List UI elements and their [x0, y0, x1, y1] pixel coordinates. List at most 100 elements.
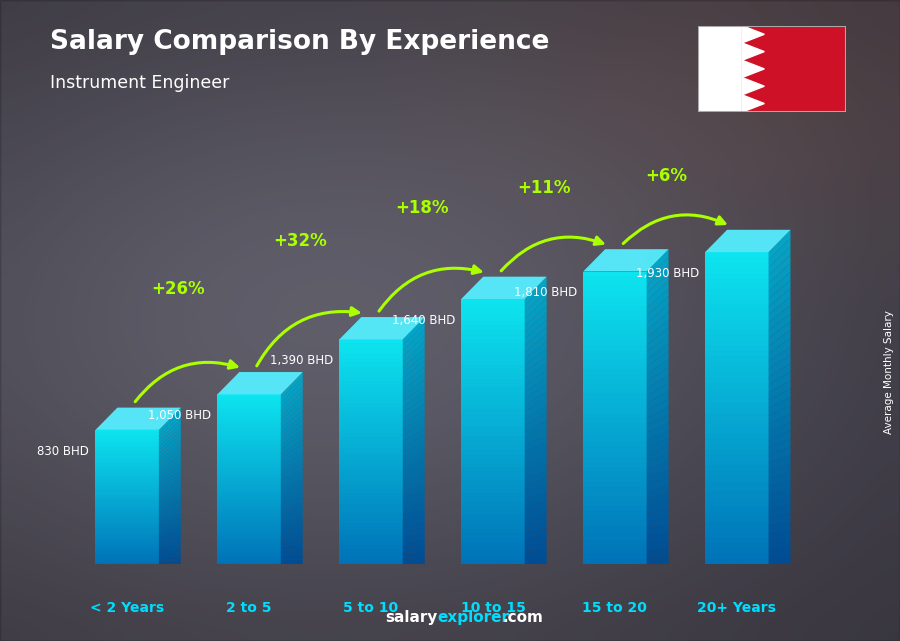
- Polygon shape: [769, 481, 790, 494]
- Polygon shape: [646, 312, 669, 337]
- Polygon shape: [525, 420, 546, 438]
- Polygon shape: [583, 249, 669, 272]
- Polygon shape: [281, 512, 302, 522]
- Polygon shape: [402, 422, 425, 440]
- Polygon shape: [159, 521, 181, 531]
- Polygon shape: [646, 415, 669, 433]
- Polygon shape: [525, 399, 546, 419]
- Polygon shape: [159, 540, 181, 547]
- Polygon shape: [525, 363, 546, 385]
- Polygon shape: [402, 533, 425, 542]
- Polygon shape: [402, 552, 425, 558]
- Polygon shape: [646, 422, 669, 440]
- Text: 830 BHD: 830 BHD: [37, 445, 89, 458]
- Polygon shape: [281, 473, 302, 488]
- Polygon shape: [402, 367, 425, 390]
- Polygon shape: [525, 542, 546, 551]
- Polygon shape: [646, 296, 669, 322]
- Polygon shape: [281, 420, 302, 441]
- Polygon shape: [281, 429, 302, 449]
- Polygon shape: [646, 540, 669, 549]
- Polygon shape: [646, 478, 669, 491]
- Polygon shape: [769, 297, 790, 322]
- Polygon shape: [525, 370, 546, 392]
- Polygon shape: [402, 515, 425, 525]
- Polygon shape: [402, 360, 425, 385]
- Polygon shape: [402, 397, 425, 418]
- Polygon shape: [281, 381, 302, 407]
- Polygon shape: [402, 354, 425, 379]
- Polygon shape: [281, 478, 302, 492]
- Polygon shape: [742, 60, 764, 78]
- Polygon shape: [742, 43, 764, 60]
- Polygon shape: [769, 247, 790, 276]
- Polygon shape: [159, 435, 181, 457]
- Polygon shape: [402, 385, 425, 407]
- Polygon shape: [769, 288, 790, 315]
- Text: 1,390 BHD: 1,390 BHD: [270, 354, 333, 367]
- Polygon shape: [769, 322, 790, 345]
- Polygon shape: [646, 548, 669, 557]
- Polygon shape: [769, 388, 790, 408]
- Polygon shape: [281, 550, 302, 556]
- Polygon shape: [525, 499, 546, 511]
- Polygon shape: [646, 257, 669, 286]
- Polygon shape: [769, 338, 790, 362]
- Polygon shape: [281, 463, 302, 479]
- Polygon shape: [159, 431, 181, 453]
- Polygon shape: [402, 496, 425, 508]
- Polygon shape: [646, 336, 669, 359]
- Polygon shape: [646, 304, 669, 330]
- Polygon shape: [159, 533, 181, 540]
- Polygon shape: [525, 356, 546, 379]
- Polygon shape: [769, 547, 790, 556]
- Polygon shape: [525, 313, 546, 338]
- Polygon shape: [646, 509, 669, 520]
- Polygon shape: [402, 490, 425, 503]
- Polygon shape: [769, 497, 790, 510]
- Polygon shape: [281, 516, 302, 526]
- Polygon shape: [402, 410, 425, 429]
- Polygon shape: [769, 506, 790, 517]
- Polygon shape: [769, 230, 790, 260]
- Polygon shape: [705, 230, 790, 252]
- Polygon shape: [281, 526, 302, 535]
- Polygon shape: [281, 406, 302, 428]
- Polygon shape: [769, 430, 790, 447]
- Polygon shape: [159, 439, 181, 460]
- Polygon shape: [281, 372, 302, 399]
- Polygon shape: [769, 313, 790, 338]
- Polygon shape: [281, 535, 302, 543]
- Polygon shape: [281, 497, 302, 509]
- Polygon shape: [281, 410, 302, 433]
- Polygon shape: [769, 447, 790, 463]
- Polygon shape: [525, 528, 546, 538]
- Polygon shape: [742, 26, 846, 112]
- Polygon shape: [402, 453, 425, 469]
- Polygon shape: [525, 449, 546, 465]
- Polygon shape: [159, 415, 181, 440]
- Polygon shape: [769, 380, 790, 400]
- Polygon shape: [769, 347, 790, 369]
- Polygon shape: [402, 336, 425, 362]
- Polygon shape: [159, 482, 181, 497]
- Text: 10 to 15: 10 to 15: [461, 601, 526, 615]
- Polygon shape: [525, 463, 546, 478]
- Polygon shape: [402, 416, 425, 435]
- Polygon shape: [769, 522, 790, 533]
- Text: +11%: +11%: [518, 179, 571, 197]
- Polygon shape: [646, 501, 669, 513]
- Polygon shape: [159, 560, 181, 564]
- Polygon shape: [281, 531, 302, 538]
- Polygon shape: [159, 529, 181, 537]
- Text: 5 to 10: 5 to 10: [344, 601, 399, 615]
- Polygon shape: [646, 493, 669, 506]
- Polygon shape: [402, 465, 425, 480]
- Polygon shape: [769, 472, 790, 486]
- Polygon shape: [646, 360, 669, 381]
- Polygon shape: [646, 328, 669, 352]
- Polygon shape: [525, 535, 546, 544]
- Polygon shape: [159, 478, 181, 494]
- Polygon shape: [525, 385, 546, 405]
- Polygon shape: [646, 273, 669, 301]
